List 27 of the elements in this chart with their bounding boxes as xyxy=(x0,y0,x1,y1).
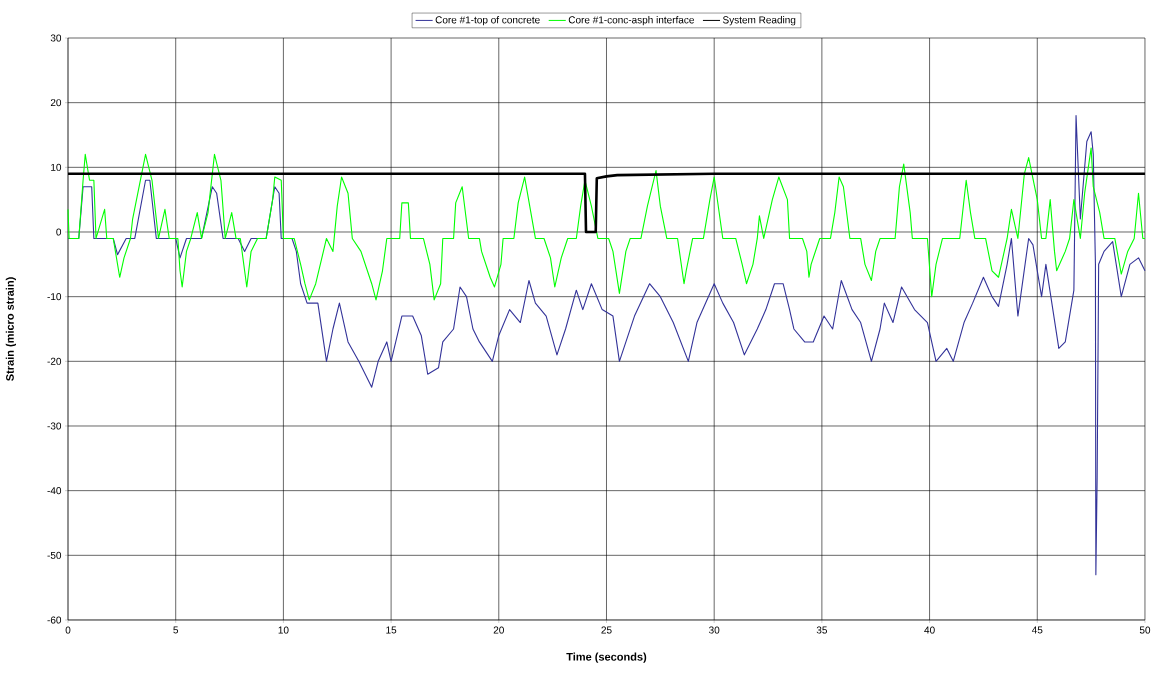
x-axis-title: Time (seconds) xyxy=(566,652,647,663)
line-series xyxy=(67,147,1146,301)
y-tick-label: 30 xyxy=(50,34,62,42)
y-tick-label: -50 xyxy=(47,551,62,559)
legend-label: Core #1-conc-asph interface xyxy=(568,16,694,26)
x-tick-label: 0 xyxy=(65,626,71,634)
y-tick-label: -40 xyxy=(47,487,62,495)
x-tick-label: 15 xyxy=(386,626,397,634)
y-tick-label: -30 xyxy=(47,422,62,430)
x-tick-label: 10 xyxy=(278,626,289,634)
y-tick-label: -20 xyxy=(47,357,62,365)
x-tick-label: 40 xyxy=(924,626,935,634)
y-tick-label: 10 xyxy=(51,163,62,171)
y-tick-label: -60 xyxy=(47,616,62,624)
x-tick-label: 50 xyxy=(1139,626,1151,634)
x-tick-label: 5 xyxy=(173,626,179,634)
legend-label: Core #1-top of concrete xyxy=(435,16,540,26)
x-tick-label: 45 xyxy=(1031,626,1043,634)
x-tick-label: 30 xyxy=(709,626,720,634)
x-tick-label: 35 xyxy=(816,626,828,634)
y-tick-label: 0 xyxy=(56,228,62,236)
x-tick-label: 25 xyxy=(601,626,612,634)
legend-label: System Reading xyxy=(722,16,796,26)
y-tick-label: 20 xyxy=(50,99,62,107)
x-tick-label: 20 xyxy=(493,626,504,634)
y-axis-title: Strain (micro strain) xyxy=(5,277,17,381)
y-tick-label: -10 xyxy=(47,293,62,301)
